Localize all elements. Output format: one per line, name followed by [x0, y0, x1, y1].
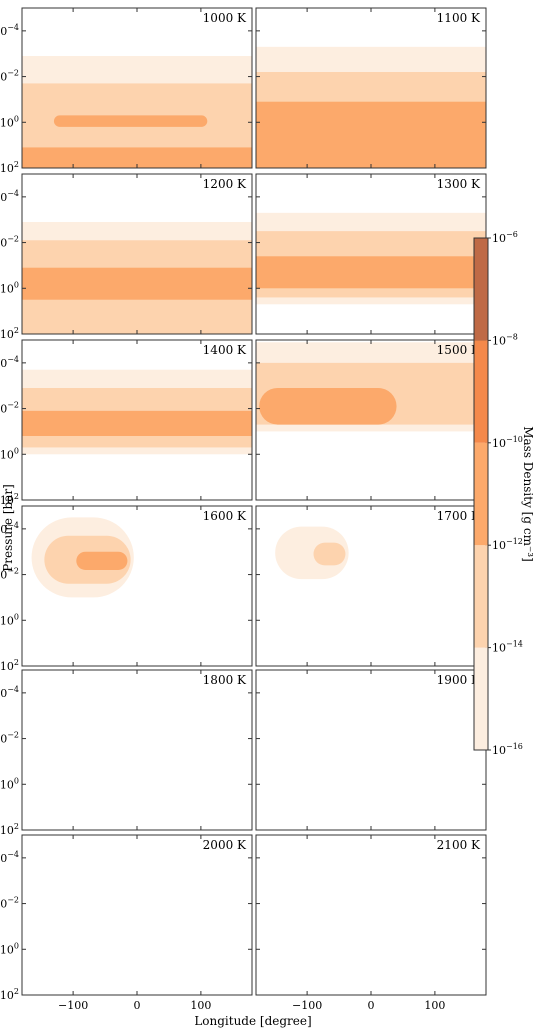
- panel-temperature-label: 1600 K: [203, 509, 247, 523]
- panel-1600k: 1600 K 10−4 10−2 100 102: [0, 505, 253, 673]
- panel-1300k: 1300 K: [255, 173, 487, 335]
- y-tick-label: 10−2: [0, 896, 19, 911]
- panel-temperature-label: 1400 K: [203, 343, 247, 357]
- colorbar-frame: [473, 237, 489, 751]
- y-tick-label: 100: [0, 776, 19, 791]
- colorbar-tick-label: 10−10: [492, 435, 523, 450]
- panel-1500k: 1500 K: [255, 339, 487, 501]
- x-axis-label: Longitude [degree]: [194, 1014, 311, 1028]
- contour-level-0: [275, 526, 349, 580]
- colorbar-tick-label: 10−16: [492, 742, 523, 757]
- y-tick-label: 102: [0, 822, 19, 837]
- contour-level-2: [256, 101, 486, 168]
- y-tick-label: 10−4: [0, 355, 19, 370]
- panel-1200k: 1200 K 10−4 10−2 100 102: [0, 173, 253, 341]
- panel-temperature-label: 1800 K: [203, 673, 247, 687]
- panel-2000k: 2000 K −100 0 100 10−4 10−2 100 102: [0, 834, 253, 1012]
- colorbar-segment: [474, 545, 488, 648]
- panel-temperature-label: 1900 K: [437, 673, 481, 687]
- panel-1100k: 1100 K: [255, 7, 487, 169]
- y-tick-label: 10−4: [0, 850, 19, 865]
- x-tick-label: −100: [292, 999, 322, 1012]
- y-tick-label: 100: [0, 941, 19, 956]
- panel-temperature-label: 1500 K: [437, 343, 481, 357]
- contour-level-2: [53, 115, 208, 127]
- contour-level-2: [22, 410, 252, 436]
- panel-frame: [21, 669, 253, 831]
- y-tick-label: 10−4: [0, 23, 19, 38]
- panel-1400k: 1400 K 10−4 10−2 100 102: [0, 339, 253, 507]
- y-tick-label: 10−2: [0, 401, 19, 416]
- colorbar-tick-label: 10−12: [492, 537, 523, 552]
- panel-temperature-label: 1700 K: [437, 509, 481, 523]
- colorbar-segment: [474, 238, 488, 341]
- panel-1800k: 1800 K 10−4 10−2 100 102: [0, 669, 253, 837]
- y-tick-label: 102: [0, 492, 19, 507]
- colorbar-tick-label: 10−6: [492, 230, 518, 245]
- colorbar: 10−16 10−14 10−12 10−10 10−8 10−6: [473, 230, 523, 757]
- x-tick-label: 100: [190, 999, 211, 1012]
- y-tick-label: 102: [0, 160, 19, 175]
- panel-temperature-label: 1000 K: [203, 11, 247, 25]
- x-tick-label: 100: [424, 999, 445, 1012]
- colorbar-label: Mass Density [g cm⁻³]: [521, 426, 535, 562]
- y-tick-label: 10−2: [0, 731, 19, 746]
- x-tick-label: 0: [368, 999, 375, 1012]
- x-tick-label: −100: [58, 999, 88, 1012]
- panel-1900k: 1900 K: [255, 669, 487, 831]
- y-tick-label: 10−2: [0, 235, 19, 250]
- panel-frame: [255, 834, 487, 996]
- y-tick-label: 102: [0, 658, 19, 673]
- y-tick-label: 10−4: [0, 521, 19, 536]
- panel-1000k: 1000 K 10−4 10−2 100 102: [0, 7, 253, 175]
- panel-temperature-label: 1100 K: [437, 11, 481, 25]
- y-tick-label: 100: [0, 446, 19, 461]
- y-axis-label: Pressure [bar]: [1, 484, 15, 572]
- panel-frame: [21, 834, 253, 996]
- colorbar-tick-label: 10−8: [492, 332, 518, 347]
- y-tick-label: 10−4: [0, 189, 19, 204]
- x-tick-label: 0: [134, 999, 141, 1012]
- panel-temperature-label: 2100 K: [437, 838, 481, 852]
- y-tick-label: 100: [0, 114, 19, 129]
- panel-frame: [255, 669, 487, 831]
- contour-level-2: [259, 388, 397, 425]
- y-tick-label: 102: [0, 987, 19, 1002]
- y-tick-label: 10−2: [0, 567, 19, 582]
- panel-1700k: 1700 K: [255, 505, 487, 667]
- panel-temperature-label: 1200 K: [203, 177, 247, 191]
- colorbar-segment: [474, 647, 488, 750]
- panel-grid: 1000 K 10−4 10−2 100 102 1100 K 1200 K 10−4 10−2…: [0, 7, 487, 1012]
- contour-level-2: [22, 267, 252, 300]
- contour-level-1: [313, 542, 346, 566]
- panel-temperature-label: 1300 K: [437, 177, 481, 191]
- panel-2100k: 2100 K −100 0 100: [255, 834, 487, 1012]
- contour-level-2: [256, 256, 486, 289]
- y-tick-label: 10−4: [0, 685, 19, 700]
- y-tick-label: 10−2: [0, 69, 19, 84]
- y-tick-label: 100: [0, 612, 19, 627]
- y-tick-label: 100: [0, 280, 19, 295]
- contour-level-2: [22, 147, 252, 168]
- colorbar-segment: [474, 340, 488, 443]
- panel-temperature-label: 2000 K: [203, 838, 247, 852]
- contour-level-2: [76, 551, 128, 570]
- y-tick-label: 102: [0, 326, 19, 341]
- colorbar-segment: [474, 442, 488, 546]
- colorbar-tick-label: 10−14: [492, 640, 523, 655]
